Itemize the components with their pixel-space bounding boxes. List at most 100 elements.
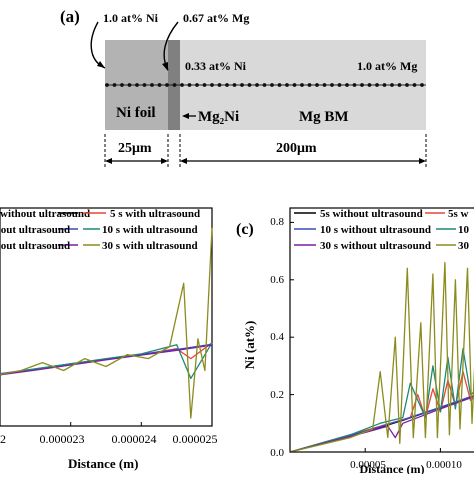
sampling-point <box>315 83 319 87</box>
panel-c-label: (c) <box>236 221 254 238</box>
callout-ni-arrowhead <box>97 61 105 68</box>
plot-frame-b <box>0 207 213 427</box>
legend-label: 10 <box>458 224 470 236</box>
sampling-point <box>285 83 289 87</box>
panel-c-chart: (c) 0.0 0.2 0.4 0.6 0.8 0.00005 0.00010 … <box>236 207 474 476</box>
sampling-point <box>307 83 312 87</box>
sampling-point <box>270 83 274 87</box>
x-ticks-b <box>0 422 213 426</box>
sampling-point <box>322 83 327 87</box>
sampling-point <box>217 83 222 87</box>
sampling-point <box>300 83 304 87</box>
dim-arrowhead <box>180 158 187 164</box>
dim-arrowhead <box>105 158 112 164</box>
x-tick-label: 2 <box>0 432 6 446</box>
x-tick-label: 0.00010 <box>426 459 462 471</box>
ni-foil-label: Ni foil <box>116 105 156 121</box>
legend-label: 5s w <box>448 208 469 220</box>
legend-label: 30 <box>458 240 470 252</box>
sampling-point <box>165 83 169 87</box>
legend-c: 5s without ultrasound 5s w 10 s without … <box>294 208 470 252</box>
sampling-point <box>337 83 342 87</box>
callout-mg-concentration: 0.67 at% Mg <box>183 11 249 25</box>
sampling-point <box>330 83 334 87</box>
legend-label: without ultrasound <box>0 240 70 252</box>
sampling-point <box>135 83 139 87</box>
sampling-point <box>420 83 424 87</box>
series-group-c <box>289 261 474 453</box>
y-tick-label: 0.2 <box>270 389 284 401</box>
legend-label: 30 s with ultrasound <box>102 240 198 252</box>
y-tick-label: 0.6 <box>270 274 284 286</box>
sampling-point <box>195 83 199 87</box>
dim-label-200um: 200μm <box>276 141 317 156</box>
sampling-point <box>292 83 297 87</box>
panel-a-label: (a) <box>60 7 80 26</box>
sampling-point <box>352 83 357 87</box>
series-line <box>0 344 213 376</box>
x-tick-label: 0.000025 <box>173 432 218 446</box>
sampling-point <box>382 83 387 87</box>
sampling-line <box>105 83 426 87</box>
sampling-point <box>240 83 244 87</box>
x-axis-title-c: Distance (m) <box>360 462 425 474</box>
x-tick-label: 0.000023 <box>40 432 85 446</box>
sampling-point <box>390 83 394 87</box>
sampling-point <box>202 83 207 87</box>
sampling-point <box>247 83 252 87</box>
legend-label: 5s without ultrasound <box>320 208 423 220</box>
plot-frame-c <box>289 207 474 453</box>
sampling-point <box>412 83 417 87</box>
sampling-point <box>277 83 282 87</box>
sampling-point <box>127 83 132 87</box>
sampling-point <box>172 83 177 87</box>
sampling-point <box>120 83 124 87</box>
x-tick-label: 0.000024 <box>112 432 157 446</box>
axis-ticks-c <box>290 221 441 453</box>
sampling-point <box>232 83 237 87</box>
callout-mg-arrowhead <box>162 62 168 71</box>
sampling-point <box>187 83 192 87</box>
sampling-point <box>112 83 117 87</box>
series-group-b <box>0 227 213 419</box>
sampling-point <box>262 83 267 87</box>
sampling-point <box>255 83 259 87</box>
mg-bm-label: Mg BM <box>299 109 349 125</box>
legend-label: without ultrasound <box>0 224 70 236</box>
inner-mg-concentration: 1.0 at% Mg <box>357 59 417 73</box>
mg2ni-label: Mg₂Ni <box>198 109 239 125</box>
y-tick-label: 0.8 <box>270 216 284 228</box>
sampling-point <box>405 83 409 87</box>
legend-b: without ultrasound 5 s with ultrasound w… <box>0 208 200 252</box>
sampling-point <box>375 83 379 87</box>
series-line <box>0 227 213 419</box>
sampling-point <box>367 83 372 87</box>
sampling-point <box>225 83 229 87</box>
sampling-point <box>150 83 154 87</box>
series-line <box>0 342 213 380</box>
series-line <box>289 395 474 453</box>
inner-ni-concentration: 0.33 at% Ni <box>185 59 247 73</box>
sampling-point <box>157 83 162 87</box>
sampling-point <box>210 83 214 87</box>
sampling-point <box>180 83 184 87</box>
sampling-point <box>397 83 402 87</box>
panel-b-chart: 2 0.000023 0.000024 0.000025 Distance (m… <box>0 207 218 471</box>
dim-arrowhead <box>161 158 168 164</box>
x-tick-label: 0.00005 <box>350 459 386 471</box>
legend-label: 5 s with ultrasound <box>110 208 200 220</box>
legend-label: 10 s without ultrasound <box>320 224 431 236</box>
sampling-point <box>105 83 109 87</box>
x-axis-title-b: Distance (m) <box>68 456 138 471</box>
legend-label: 10 s with ultrasound <box>102 224 198 236</box>
mg2ni-pointer-head <box>182 113 189 119</box>
legend-label: 30 s without ultrasound <box>320 240 431 252</box>
legend-label: without ultrasound <box>0 208 90 220</box>
callout-ni-arrow <box>90 21 106 69</box>
sampling-point <box>345 83 349 87</box>
y-axis-title-c: Ni (at%) <box>242 321 257 370</box>
dim-arrowhead <box>419 158 426 164</box>
y-tick-label: 0.0 <box>270 447 284 459</box>
callout-ni-concentration: 1.0 at% Ni <box>103 11 159 25</box>
